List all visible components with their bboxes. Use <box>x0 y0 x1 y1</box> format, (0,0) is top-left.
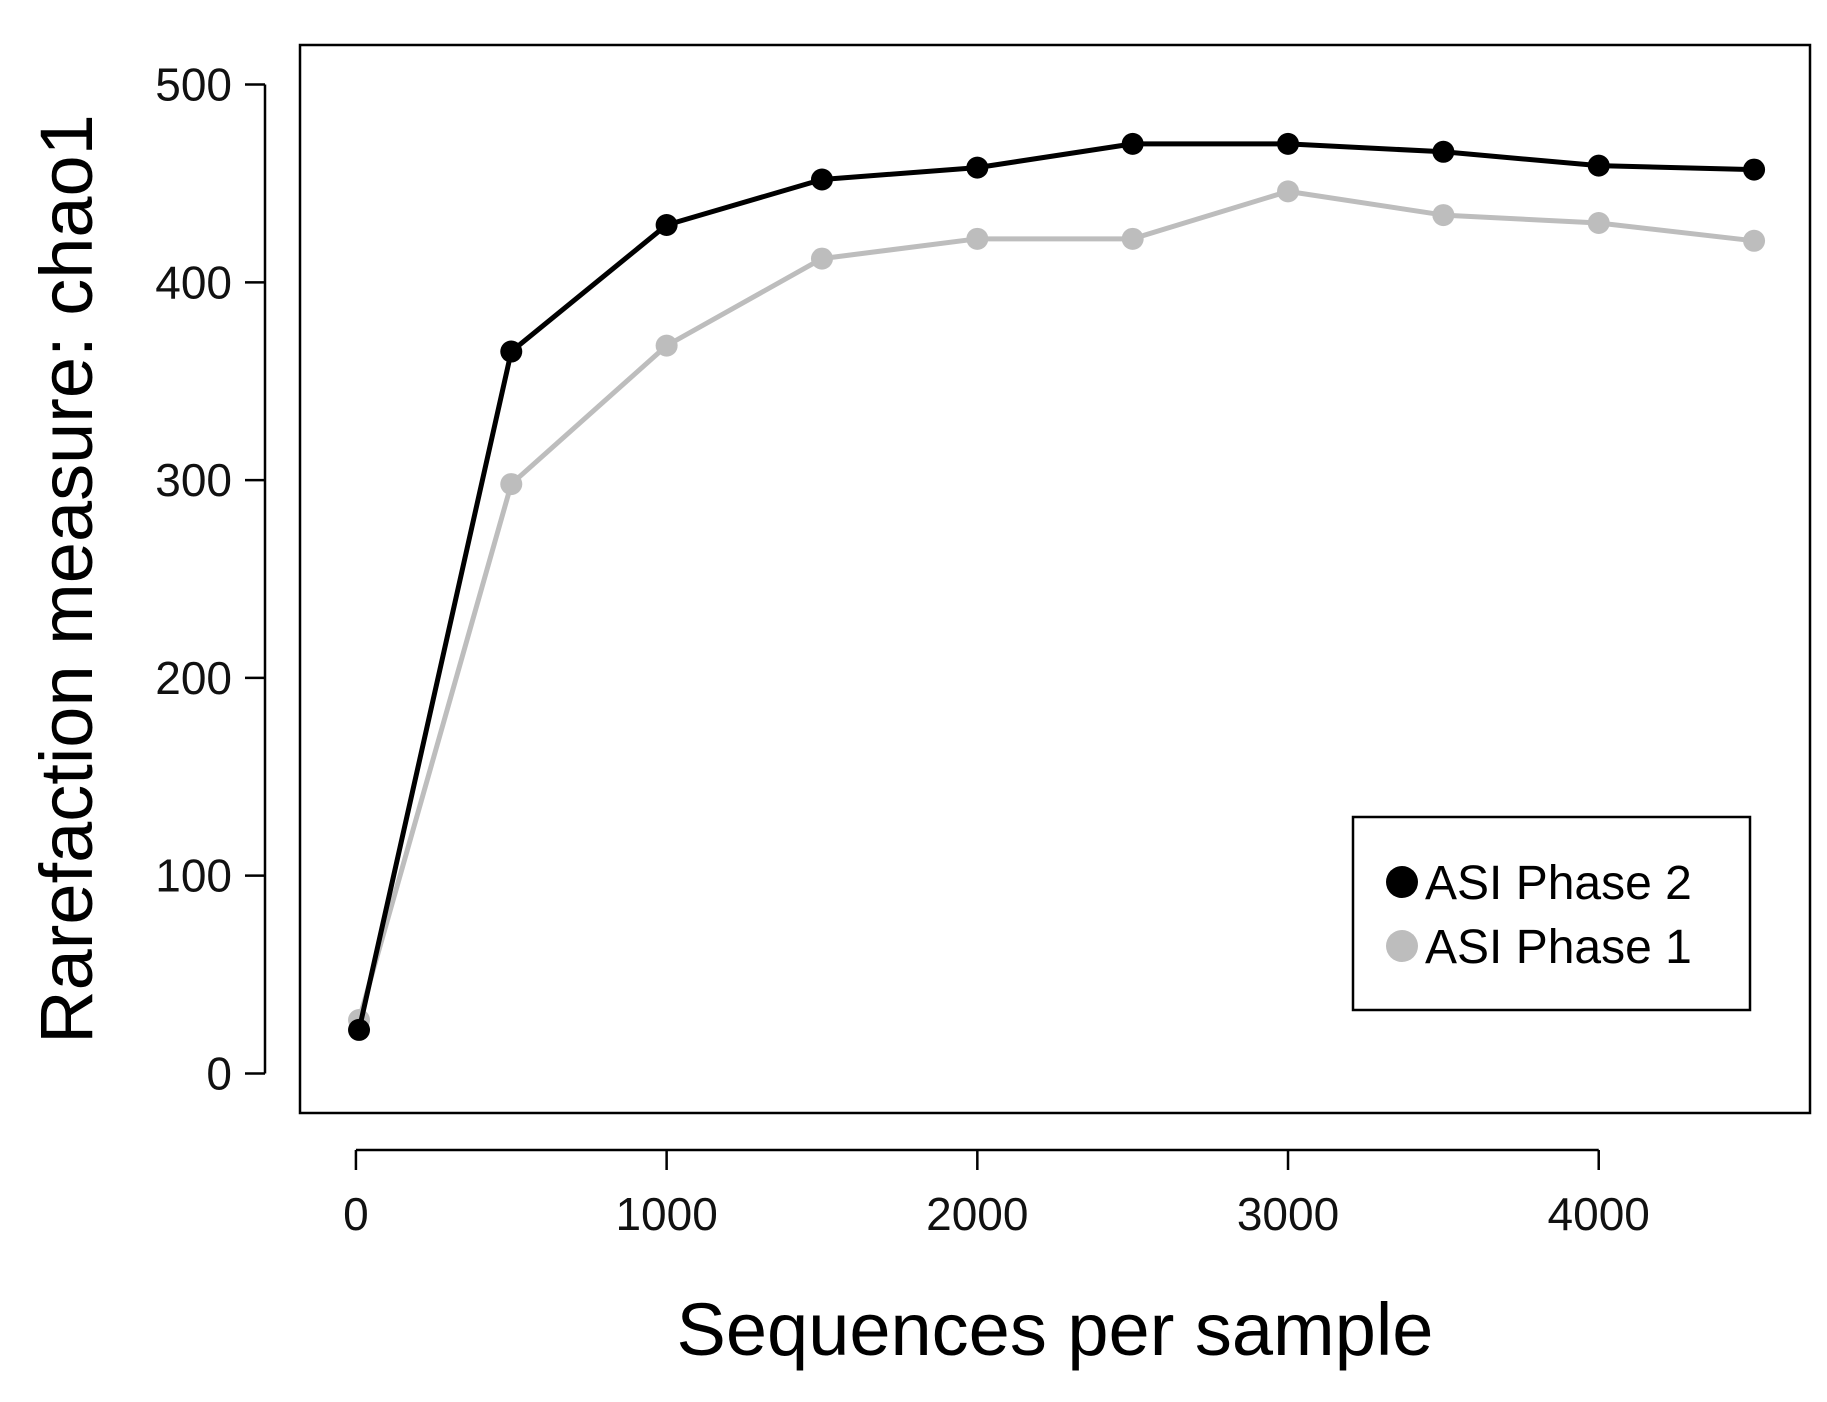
data-point-asi-phase-1 <box>1743 229 1766 252</box>
y-tick-label: 100 <box>155 850 232 902</box>
data-point-asi-phase-1 <box>966 227 989 250</box>
legend-label-asi-phase-1: ASI Phase 1 <box>1425 921 1692 974</box>
x-axis: 0 1000 2000 3000 4000 <box>343 1148 1650 1240</box>
series-layer <box>348 132 1766 1041</box>
legend-marker-asi-phase-2 <box>1386 866 1418 898</box>
data-point-asi-phase-2 <box>1121 132 1144 155</box>
y-axis: 0 100 200 300 400 500 <box>155 59 267 1099</box>
y-tick-label: 500 <box>155 59 232 111</box>
y-tick-label: 300 <box>155 454 232 506</box>
series-asi-phase-2 <box>348 132 1766 1041</box>
plot-border <box>298 43 1812 1115</box>
series-line-asi-phase-1 <box>356 188 1757 1023</box>
data-point-asi-phase-1 <box>655 334 678 357</box>
data-point-asi-phase-2 <box>1587 154 1610 177</box>
y-axis-title: Rarefaction measure: chao1 <box>25 114 108 1044</box>
series-line-asi-phase-2 <box>356 141 1757 1033</box>
data-point-asi-phase-2 <box>1432 140 1455 163</box>
data-point-asi-phase-2 <box>1277 132 1300 155</box>
legend: ASI Phase 2 ASI Phase 1 <box>1351 815 1752 1012</box>
x-tick-label: 4000 <box>1548 1188 1650 1240</box>
data-point-asi-phase-1 <box>1277 180 1300 203</box>
x-tick-label: 2000 <box>926 1188 1028 1240</box>
x-tick-label: 3000 <box>1237 1188 1339 1240</box>
data-point-asi-phase-2 <box>655 213 678 236</box>
data-point-asi-phase-2 <box>500 340 523 363</box>
data-point-asi-phase-1 <box>1587 212 1610 234</box>
legend-box <box>1351 815 1752 1012</box>
legend-label-asi-phase-2: ASI Phase 2 <box>1425 857 1692 910</box>
data-point-asi-phase-2 <box>348 1018 371 1041</box>
series-asi-phase-1 <box>348 180 1766 1032</box>
y-tick-label: 0 <box>206 1047 232 1099</box>
data-point-asi-phase-2 <box>810 168 833 191</box>
data-point-asi-phase-1 <box>1121 227 1144 250</box>
data-point-asi-phase-2 <box>966 156 989 179</box>
x-tick-label: 0 <box>343 1188 369 1240</box>
y-tick-label: 200 <box>155 652 232 704</box>
data-point-asi-phase-1 <box>500 473 523 496</box>
data-point-asi-phase-1 <box>810 247 833 270</box>
plot-frame <box>298 43 1812 1115</box>
data-point-asi-phase-2 <box>1743 158 1766 181</box>
x-tick-label: 1000 <box>615 1188 717 1240</box>
data-point-asi-phase-1 <box>1432 204 1455 227</box>
legend-marker-asi-phase-1 <box>1386 930 1418 962</box>
y-tick-label: 400 <box>155 256 232 308</box>
x-axis-title: Sequences per sample <box>677 1288 1434 1371</box>
